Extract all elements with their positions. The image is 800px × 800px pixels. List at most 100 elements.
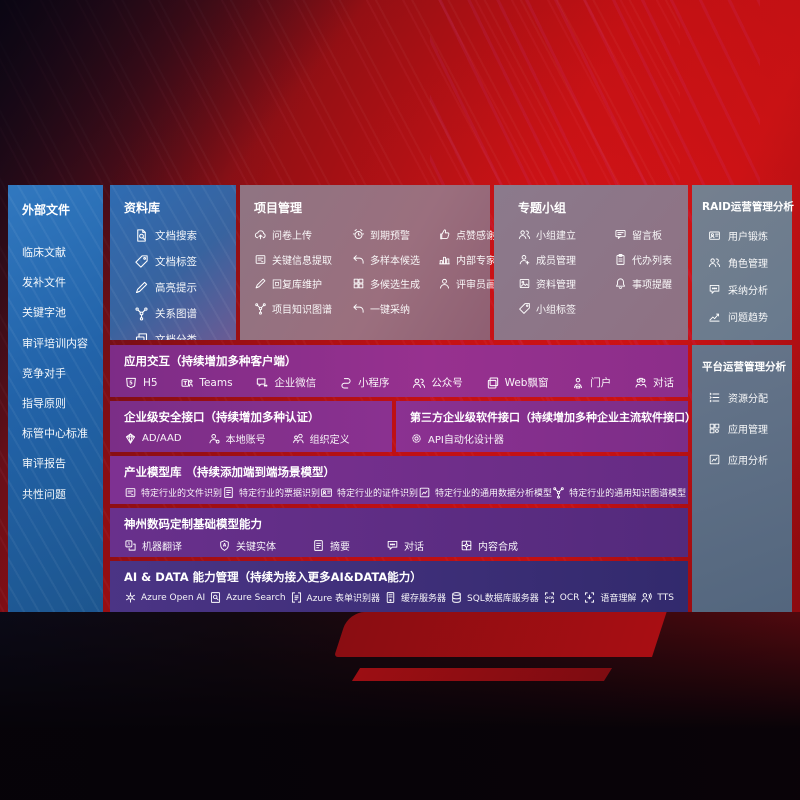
item-label: 审评报告: [22, 457, 66, 471]
official-account-icon: [412, 376, 426, 390]
external-files-list: 临床文献 发补文件 关键字池 审评培训内容 竞争对手 指导原则 标管中心标准 审…: [22, 244, 97, 502]
item-label: 关键信息提取: [272, 255, 332, 267]
item-label: 指导原则: [22, 396, 66, 410]
item-label: 文档分类: [155, 334, 197, 340]
allocation-list-icon: [708, 391, 721, 404]
portal-icon: [571, 376, 585, 390]
list-item: SQL数据库服务器: [450, 591, 539, 604]
h5-icon: [124, 376, 138, 390]
item-label: H5: [143, 376, 158, 389]
form-recognizer-icon: [290, 591, 303, 604]
item-label: 内容合成: [478, 542, 518, 553]
row-title: 企业级安全接口（持续增加多种认证）: [124, 410, 320, 424]
item-label: 对话: [652, 377, 674, 389]
files-icon: [518, 277, 531, 290]
item-label: 竞争对手: [22, 366, 66, 380]
list-item: 组织定义: [292, 431, 350, 446]
list-item: 关键信息提取: [254, 252, 352, 267]
message-board-icon: [614, 228, 627, 241]
list-item: 资源分配: [708, 390, 788, 405]
item-label: 多候选生成: [370, 280, 420, 291]
id-card-icon: [708, 229, 721, 242]
interaction-items: H5 Teams 企业微信 小程序 公众号 Web飘窗 门户 对话: [124, 375, 674, 390]
panel-title: 外部文件: [22, 203, 71, 217]
item-label: 特定行业的通用数据分析模型: [435, 489, 553, 499]
list-item: 特定行业的文件识别: [124, 486, 222, 499]
member-manage-icon: [518, 253, 531, 266]
item-label: SQL数据库服务器: [467, 594, 539, 604]
item-label: Azure Open AI: [141, 592, 206, 603]
summary-doc-icon: [312, 539, 325, 552]
knowledge-graph-icon: [134, 306, 149, 321]
item-label: 用户锻炼: [728, 232, 768, 243]
list-item: 本地账号: [208, 431, 266, 446]
list-item: 审评培训内容: [22, 335, 97, 351]
ai-data-row: AI & DATA 能力管理（持续为接入更多AI&DATA能力） Azure O…: [110, 561, 688, 612]
item-label: 留言板: [632, 231, 662, 242]
list-item: 摘要: [312, 538, 350, 553]
sql-database-icon: [450, 591, 463, 604]
highlighter-icon: [134, 280, 149, 295]
api-gear-icon: [410, 432, 423, 445]
list-item: 代办列表: [614, 252, 682, 267]
panel-title: 平台运营管理分析: [702, 361, 786, 373]
list-item: 关键实体: [218, 538, 276, 553]
list-item: 关键字池: [22, 304, 97, 320]
web-window-icon: [486, 376, 500, 390]
item-label: 一键采纳: [370, 304, 410, 316]
list-item: 文档标签: [134, 254, 230, 269]
item-label: 关键实体: [236, 542, 276, 553]
apps-grid-icon: [708, 422, 721, 435]
row-title: AI & DATA 能力管理（持续为接入更多AI&DATA能力）: [124, 570, 422, 584]
item-label: OCR: [559, 592, 580, 603]
item-label: 问题趋势: [728, 313, 768, 324]
item-label: 应用分析: [728, 456, 768, 467]
list-item: OCR: [543, 591, 580, 604]
industry-items: 特定行业的文件识别 特定行业的票据识别 特定行业的证件识别 特定行业的通用数据分…: [124, 486, 686, 499]
app-interaction-row: 应用交互（持续增加多种客户端） H5 Teams 企业微信 小程序 公众号 We…: [110, 345, 688, 397]
item-label: TTS: [657, 592, 674, 603]
list-item: 成员管理: [518, 252, 614, 267]
app-analysis-icon: [708, 453, 721, 466]
list-item: 发补文件: [22, 274, 97, 290]
list-item: 特定行业的通用知识图谱模型: [552, 486, 686, 499]
list-item: 指导原则: [22, 395, 97, 411]
list-item: 应用分析: [708, 452, 788, 467]
item-label: 文档标签: [155, 256, 197, 268]
project-items-grid: 问卷上传 到期预警 点赞感谢 关键信息提取 多样本候选 内部专家排名 回复库维护…: [254, 227, 516, 316]
item-label: 摘要: [330, 542, 350, 553]
item-label: 特定行业的通用知识图谱模型: [569, 489, 687, 499]
list-item: 角色管理: [708, 255, 788, 270]
list-item: 特定行业的通用数据分析模型: [418, 486, 552, 499]
item-label: 公众号: [431, 377, 463, 389]
list-item: H5: [124, 376, 158, 390]
synthesis-icon: [460, 539, 473, 552]
cloud-upload-icon: [254, 228, 267, 241]
speech-icon: [583, 591, 596, 604]
chat-people-icon: [634, 376, 648, 390]
item-label: 应用管理: [728, 425, 768, 436]
reminder-bell-icon: [614, 277, 627, 290]
base-model-row: 神州数码定制基础模型能力 机器翻译 关键实体 摘要 对话 内容合成: [110, 508, 688, 557]
doc-search-icon: [134, 228, 149, 243]
base-model-items: 机器翻译 关键实体 摘要 对话 内容合成: [124, 538, 674, 553]
item-label: 资料管理: [536, 280, 576, 291]
list-item: 文档分类: [134, 332, 230, 340]
item-label: 对话: [404, 542, 424, 553]
item-label: 问卷上传: [272, 231, 312, 242]
item-label: 回复库维护: [272, 280, 322, 291]
third-party-items: API自动化设计器: [410, 431, 674, 446]
platform-analysis-panel: 平台运营管理分析 资源分配 应用管理 应用分析: [692, 345, 792, 612]
entity-shield-icon: [218, 539, 231, 552]
list-item: 特定行业的证件识别: [320, 486, 418, 499]
list-item: 企业微信: [255, 375, 316, 390]
list-item: 评审员画像: [438, 276, 516, 291]
list-item: Web飘窗: [486, 375, 548, 390]
panel-title: RAID运营管理分析: [702, 201, 794, 213]
list-item: 公众号: [412, 375, 463, 390]
roles-icon: [708, 256, 721, 269]
list-item: 应用管理: [708, 421, 788, 436]
item-label: Azure 表单识别器: [306, 594, 381, 604]
item-label: 共性问题: [22, 487, 66, 501]
item-label: 组织定义: [309, 435, 350, 446]
